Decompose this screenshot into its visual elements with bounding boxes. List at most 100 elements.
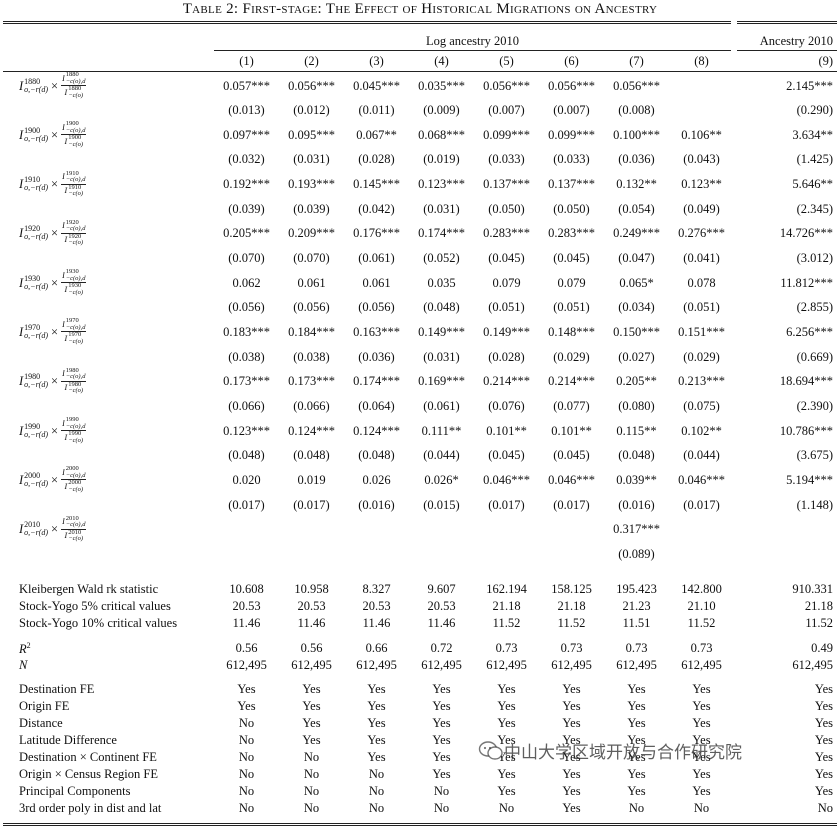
control-row: 3rd order poly in dist and lat No No No No No… xyxy=(3,799,837,816)
instrument-label: I 1920 o,−r(d) × I 1920 −c(o),d I 1920 −c(o) xyxy=(19,218,87,247)
superscript: 1910 xyxy=(65,169,79,177)
subscript: o,−r(d) xyxy=(24,528,49,538)
symbol: I xyxy=(19,522,24,537)
value-cell: Yes xyxy=(627,732,646,747)
row-label: R2 xyxy=(3,639,214,656)
value-cell: No xyxy=(368,783,385,798)
value-cell: 9.607 xyxy=(427,582,456,597)
instrument-label: I 1980 o,−r(d) × I 1980 −c(o),d I 1980 −c(o) xyxy=(19,367,87,395)
script-stack: 2000 −c(o),d xyxy=(66,466,86,479)
subscript: −c(o),d xyxy=(65,422,86,430)
fraction: I 1880 −c(o),d I 1880 −c(o) xyxy=(61,71,87,99)
value-cell: (0.013) xyxy=(228,103,265,118)
value-cell: Yes xyxy=(302,732,321,747)
std-error-row: (0.048) (0.048) (0.048) (0.044) (0.045) (0.04… xyxy=(3,444,837,466)
symbol: I xyxy=(64,383,68,393)
value-cell: 0.123** xyxy=(681,177,722,192)
row-label: I 1980 o,−r(d) × I 1980 −c(o),d I 1980 −c(o) xyxy=(3,367,214,395)
value-cell: (0.033) xyxy=(488,152,525,167)
superscript: 1900 xyxy=(65,120,79,128)
value-cell: 11.46 xyxy=(362,616,391,631)
value-cell: No xyxy=(303,800,320,815)
coefficient-row: I 2010 o,−r(d) × I 2010 −c(o),d I 2010 −c(o) 0.317… xyxy=(3,515,837,543)
symbol: I xyxy=(62,467,65,477)
row-label: Destination × Continent FE xyxy=(19,749,157,764)
fit-row: N 612,495 612,495 612,495 612,495 612,495 612,… xyxy=(3,656,837,673)
value-cell: 0.137*** xyxy=(483,177,530,192)
times: × xyxy=(51,275,59,290)
symbol: N xyxy=(19,657,28,672)
superscript: 1920 xyxy=(65,218,79,226)
control-row: Distance No Yes Yes Yes Yes Yes Yes Yes Yes xyxy=(3,714,837,731)
value-cell: (0.007) xyxy=(553,103,590,118)
instrument-label: I 1930 o,−r(d) × I 1930 −c(o),d I 1930 −c(o) xyxy=(19,269,87,296)
value-cell: No xyxy=(817,800,834,815)
empty-cell xyxy=(214,543,279,565)
fraction: I 1920 −c(o),d I 1920 −c(o) xyxy=(61,218,87,247)
value-cell: 14.726*** xyxy=(779,226,834,241)
instrument-label: I 1990 o,−r(d) × I 1990 −c(o),d I 1990 −c(o) xyxy=(19,417,87,444)
value-cell: (0.029) xyxy=(683,349,720,364)
value-cell: (0.039) xyxy=(293,201,330,216)
instrument-label: I 2010 o,−r(d) × I 2010 −c(o),d I 2010 −c(o) xyxy=(19,515,87,543)
script-stack: 1910 o,−r(d) xyxy=(24,176,48,192)
row-label xyxy=(3,444,214,466)
value-cell: 21.23 xyxy=(622,599,651,614)
column-number: (1) xyxy=(214,50,279,72)
script-stack: 2000 o,−r(d) xyxy=(24,471,48,488)
value-cell: No xyxy=(238,749,255,764)
numerator: I 1980 −c(o),d xyxy=(61,367,87,382)
value-cell: 10.958 xyxy=(294,582,329,597)
numerator: I 1920 −c(o),d xyxy=(61,218,87,234)
superscript: 1880 xyxy=(65,71,79,78)
times: × xyxy=(51,374,59,389)
subscript: −c(o) xyxy=(68,535,84,543)
column-number: (9) xyxy=(734,50,838,72)
value-cell: Yes xyxy=(497,681,516,696)
value-cell: (0.052) xyxy=(423,251,460,266)
value-cell: (0.048) xyxy=(618,448,655,463)
superscript: 1880 xyxy=(24,76,41,86)
value-cell: (0.048) xyxy=(293,448,330,463)
row-label: Latitude Difference xyxy=(19,732,117,747)
statistic-row: Stock-Yogo 10% critical values 11.46 11.46… xyxy=(3,615,837,632)
denominator: I 1930 −c(o) xyxy=(65,283,84,296)
value-cell: 0.56 xyxy=(235,640,258,655)
denominator: I 1880 −c(o) xyxy=(65,85,84,99)
value-cell: (0.290) xyxy=(796,103,834,118)
subscript: −c(o),d xyxy=(65,471,86,479)
times: × xyxy=(51,522,59,537)
script-stack: 1930 −c(o),d xyxy=(66,269,86,282)
value-cell: (0.028) xyxy=(488,349,525,364)
value-cell: (2.855) xyxy=(796,300,834,315)
value-cell: (1.148) xyxy=(796,497,834,512)
symbol: I xyxy=(19,275,24,290)
value-cell: (0.056) xyxy=(228,300,265,315)
value-cell: (0.048) xyxy=(423,300,460,315)
value-cell: No xyxy=(433,783,450,798)
value-cell: Yes xyxy=(497,715,516,730)
value-cell: Yes xyxy=(814,698,834,713)
value-cell: (0.017) xyxy=(553,497,590,512)
empty-cell xyxy=(474,516,539,543)
value-cell: 20.53 xyxy=(232,599,261,614)
superscript: 1920 xyxy=(68,232,82,240)
value-cell: 0.099*** xyxy=(548,127,595,142)
subscript: −c(o) xyxy=(68,485,84,493)
row-label xyxy=(3,148,214,170)
value-cell: (0.011) xyxy=(358,103,395,118)
value-cell: (3.012) xyxy=(796,251,834,266)
coefficient-row: I 1920 o,−r(d) × I 1920 −c(o),d I 1920 −c(o) 0.205… xyxy=(3,218,837,247)
fraction: I 1990 −c(o),d I 1990 −c(o) xyxy=(61,417,87,444)
value-cell: Yes xyxy=(692,749,711,764)
empty-cell xyxy=(539,543,604,565)
value-cell: 11.46 xyxy=(297,616,326,631)
instrument-label: I 1900 o,−r(d) × I 1900 −c(o),d I 1900 −c(o) xyxy=(19,120,87,148)
value-cell: (0.009) xyxy=(423,103,460,118)
column-number: (5) xyxy=(474,50,539,72)
subscript: o,−r(d) xyxy=(24,281,49,291)
value-cell: Yes xyxy=(692,715,711,730)
value-cell: 0.039** xyxy=(616,472,657,487)
fraction: I 2000 −c(o),d I 2000 −c(o) xyxy=(61,466,87,493)
value-cell: 0.045*** xyxy=(353,78,400,93)
